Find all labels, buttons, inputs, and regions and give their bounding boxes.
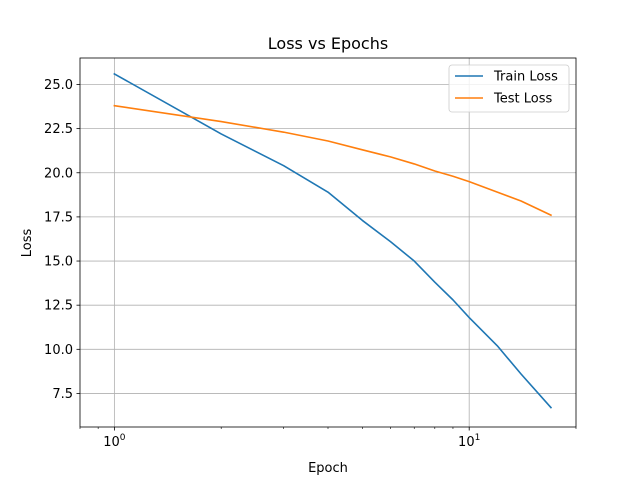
x-axis-label: Epoch — [308, 461, 348, 476]
y-tick-label: 15.0 — [44, 255, 73, 270]
y-axis-label: Loss — [20, 229, 35, 258]
y-tick-label: 17.5 — [44, 210, 73, 225]
y-tick-label: 25.0 — [44, 78, 73, 93]
legend-label-test-loss: Test Loss — [493, 92, 552, 107]
legend: Train Loss Test Loss — [448, 64, 570, 113]
y-tick-label: 20.0 — [44, 166, 73, 181]
legend-label-train-loss: Train Loss — [493, 70, 558, 85]
x-tick-label: 101 — [458, 433, 480, 450]
y-tick-label: 12.5 — [44, 299, 73, 314]
y-axis-ticks: 7.5 10.0 12.5 15.0 17.5 20.0 22.5 25.0 — [44, 78, 80, 402]
train-loss-line — [113, 72, 553, 409]
grid — [80, 58, 576, 427]
y-tick-label: 7.5 — [52, 387, 73, 402]
series-lines — [113, 72, 553, 409]
x-axis-ticks: 100 101 — [79, 427, 577, 450]
y-tick-label: 10.0 — [44, 343, 73, 358]
test-loss-line — [113, 104, 553, 217]
chart-title: Loss vs Epochs — [268, 34, 388, 53]
x-tick-label: 100 — [103, 433, 126, 450]
y-tick-label: 22.5 — [44, 122, 73, 137]
